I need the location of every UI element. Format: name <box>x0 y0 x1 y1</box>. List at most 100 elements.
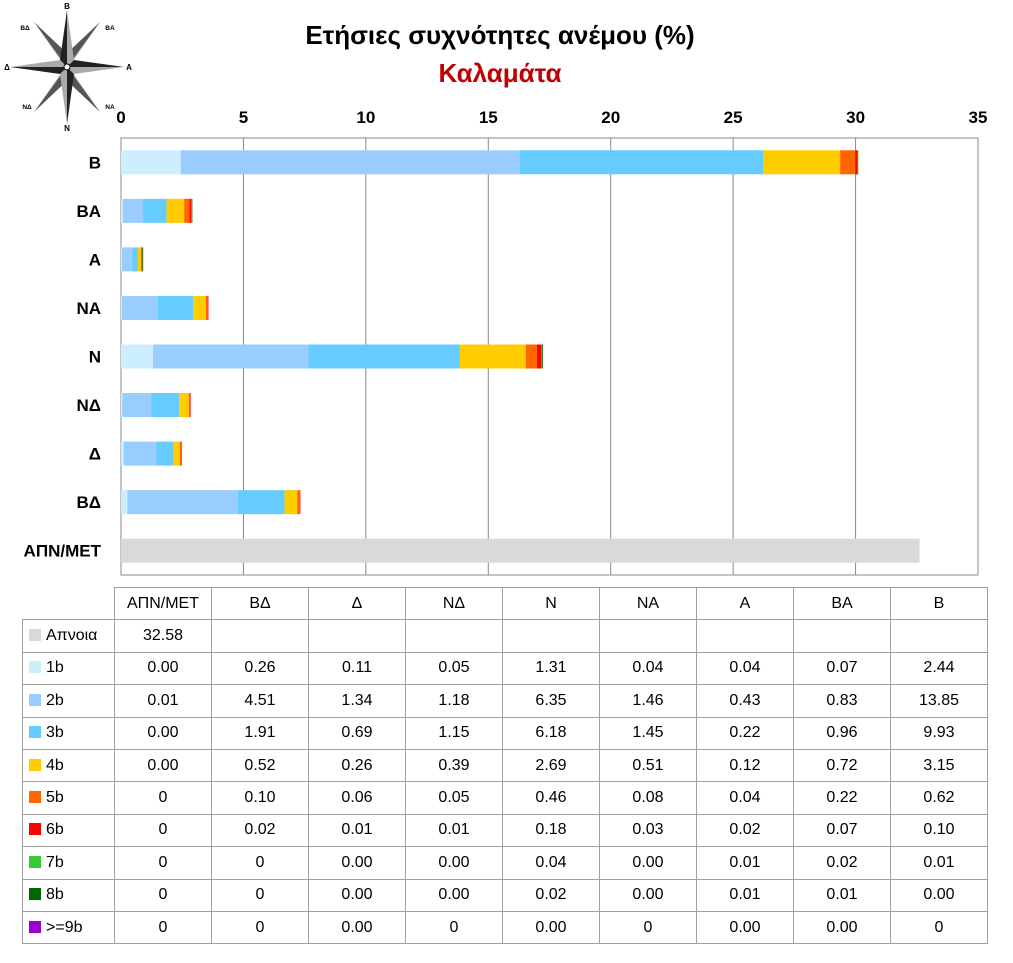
legend-label: 4b <box>46 756 64 774</box>
table-cell: 3.15 <box>890 748 988 783</box>
y-category-label: Ν <box>89 348 101 367</box>
table-cell: 0.00 <box>114 651 212 686</box>
bar-segment <box>122 198 144 223</box>
table-row: 8b 0 0 0.00 0.00 0.02 0.00 0.01 0.01 0.00 <box>22 878 988 912</box>
bar-segment <box>121 441 124 466</box>
table-cell: 1.46 <box>599 684 697 718</box>
table-cell <box>599 619 697 653</box>
table-cell: 0.12 <box>696 748 794 783</box>
table-cell: 0.26 <box>211 651 309 686</box>
legend-label: 1b <box>46 659 64 677</box>
compass-label-ne: ΒΑ <box>105 25 115 32</box>
table-body: Απνοια 32.58 1b 0.00 0.26 0.11 0.05 1.31 0.04 0.0… <box>22 619 988 945</box>
bar-segment <box>153 344 309 369</box>
table-cell: 0.07 <box>793 813 891 848</box>
bar-segment <box>184 198 190 223</box>
y-axis-labels: Β ΒΑ Α ΝΑ Ν ΝΔ Δ ΒΔ ΑΠΝ/ΜΕΤ <box>24 153 102 560</box>
row-label: 3b <box>22 716 115 750</box>
bar-segment <box>857 150 859 175</box>
column-header: ΑΠΝ/ΜΕΤ <box>114 586 212 621</box>
column-header: ΝΑ <box>599 586 697 621</box>
table-cell: 0.96 <box>793 716 891 750</box>
table-cell: 0.10 <box>211 781 309 815</box>
chart-title: Ετήσιες συχνότητες ανέμου (%) <box>305 20 695 50</box>
bar-segment <box>519 150 764 175</box>
bar-segment <box>132 247 138 272</box>
compass-label-w: Δ <box>4 63 10 72</box>
table-cell: 0.00 <box>890 878 988 912</box>
y-category-label: ΝΑ <box>76 299 101 318</box>
legend-label: 3b <box>46 724 64 742</box>
table-cell: 0.07 <box>793 651 891 686</box>
table-cell: 0.04 <box>502 846 600 880</box>
table-cell: 0.39 <box>405 748 503 783</box>
y-category-label: Δ <box>89 445 101 464</box>
table-cell: 0.06 <box>308 781 406 815</box>
column-header: Β <box>890 586 988 621</box>
legend-label: 2b <box>46 691 64 709</box>
table-cell: 0 <box>114 813 212 848</box>
table-cell <box>211 619 309 653</box>
table-cell: 1.34 <box>308 684 406 718</box>
y-category-label: ΒΑ <box>76 202 101 221</box>
table-cell: 0.69 <box>308 716 406 750</box>
table-cell: 0.00 <box>599 878 697 912</box>
bar-segment <box>840 150 856 175</box>
legend-label: 6b <box>46 821 64 839</box>
table-cell: 1.45 <box>599 716 697 750</box>
row-label: 6b <box>22 813 115 848</box>
bar-segment <box>191 198 192 223</box>
table-cell: 0.01 <box>793 878 891 912</box>
row-label: >=9b <box>22 910 115 945</box>
table-cell: 0.00 <box>308 878 406 912</box>
y-category-label: ΝΔ <box>77 396 102 415</box>
table-cell: 9.93 <box>890 716 988 750</box>
y-category-label: Α <box>89 250 101 269</box>
column-header: ΝΔ <box>405 586 503 621</box>
bar-segment <box>299 490 301 515</box>
bar-segment <box>166 198 185 223</box>
legend-swatch <box>29 855 41 868</box>
table-cell: 0.83 <box>793 684 891 718</box>
legend-swatch <box>29 791 41 804</box>
bar-segment <box>525 344 538 369</box>
x-tick-label: 30 <box>846 108 865 127</box>
bar-segment <box>237 490 285 515</box>
compass-label-s: Ν <box>64 124 70 133</box>
x-tick-label: 5 <box>239 108 248 127</box>
row-label: 5b <box>22 781 115 815</box>
legend-swatch <box>29 661 41 674</box>
bar-segment <box>179 393 189 418</box>
y-category-label: ΑΠΝ/ΜΕΤ <box>24 542 102 561</box>
table-cell: 0.00 <box>502 910 600 945</box>
table-cell: 0.02 <box>793 846 891 880</box>
bar-segment <box>143 198 167 223</box>
table-cell: 0 <box>114 781 212 815</box>
bar-segment <box>121 295 122 320</box>
legend-label: 5b <box>46 789 64 807</box>
bar-segment <box>191 198 193 223</box>
bar-segment <box>918 538 920 563</box>
table-cell: 0.02 <box>502 878 600 912</box>
bar-segment <box>189 198 192 223</box>
bar-segment <box>121 295 158 320</box>
bar-stacks <box>121 150 920 563</box>
x-tick-label: 25 <box>724 108 743 127</box>
table-cell: 0.51 <box>599 748 697 783</box>
x-tick-label: 15 <box>479 108 498 127</box>
x-axis-ticks: 0 5 10 15 20 25 30 35 <box>116 108 987 127</box>
compass-label-e: Α <box>126 63 132 72</box>
legend-label: Απνοια <box>46 627 98 645</box>
table-cell: 0.00 <box>114 748 212 783</box>
column-header: Ν <box>502 586 600 621</box>
bar-segment <box>180 150 520 175</box>
table-cell: 0.04 <box>599 651 697 686</box>
table-row: 2b 0.01 4.51 1.34 1.18 6.35 1.46 0.43 0.83 13.85 <box>22 684 988 718</box>
bar-segment <box>188 393 191 418</box>
compass-label-nw: ΒΔ <box>20 25 30 32</box>
table-header-row: ΑΠΝ/ΜΕΤ ΒΔ Δ ΝΔ Ν ΝΑ Α ΒΑ Β <box>22 586 988 621</box>
table-row: 4b 0.00 0.52 0.26 0.39 2.69 0.51 0.12 0.72 3.15 <box>22 748 988 783</box>
table-row: 3b 0.00 1.91 0.69 1.15 6.18 1.45 0.22 0.96 9.93 <box>22 716 988 750</box>
x-tick-label: 20 <box>601 108 620 127</box>
bar-segment <box>181 441 182 466</box>
